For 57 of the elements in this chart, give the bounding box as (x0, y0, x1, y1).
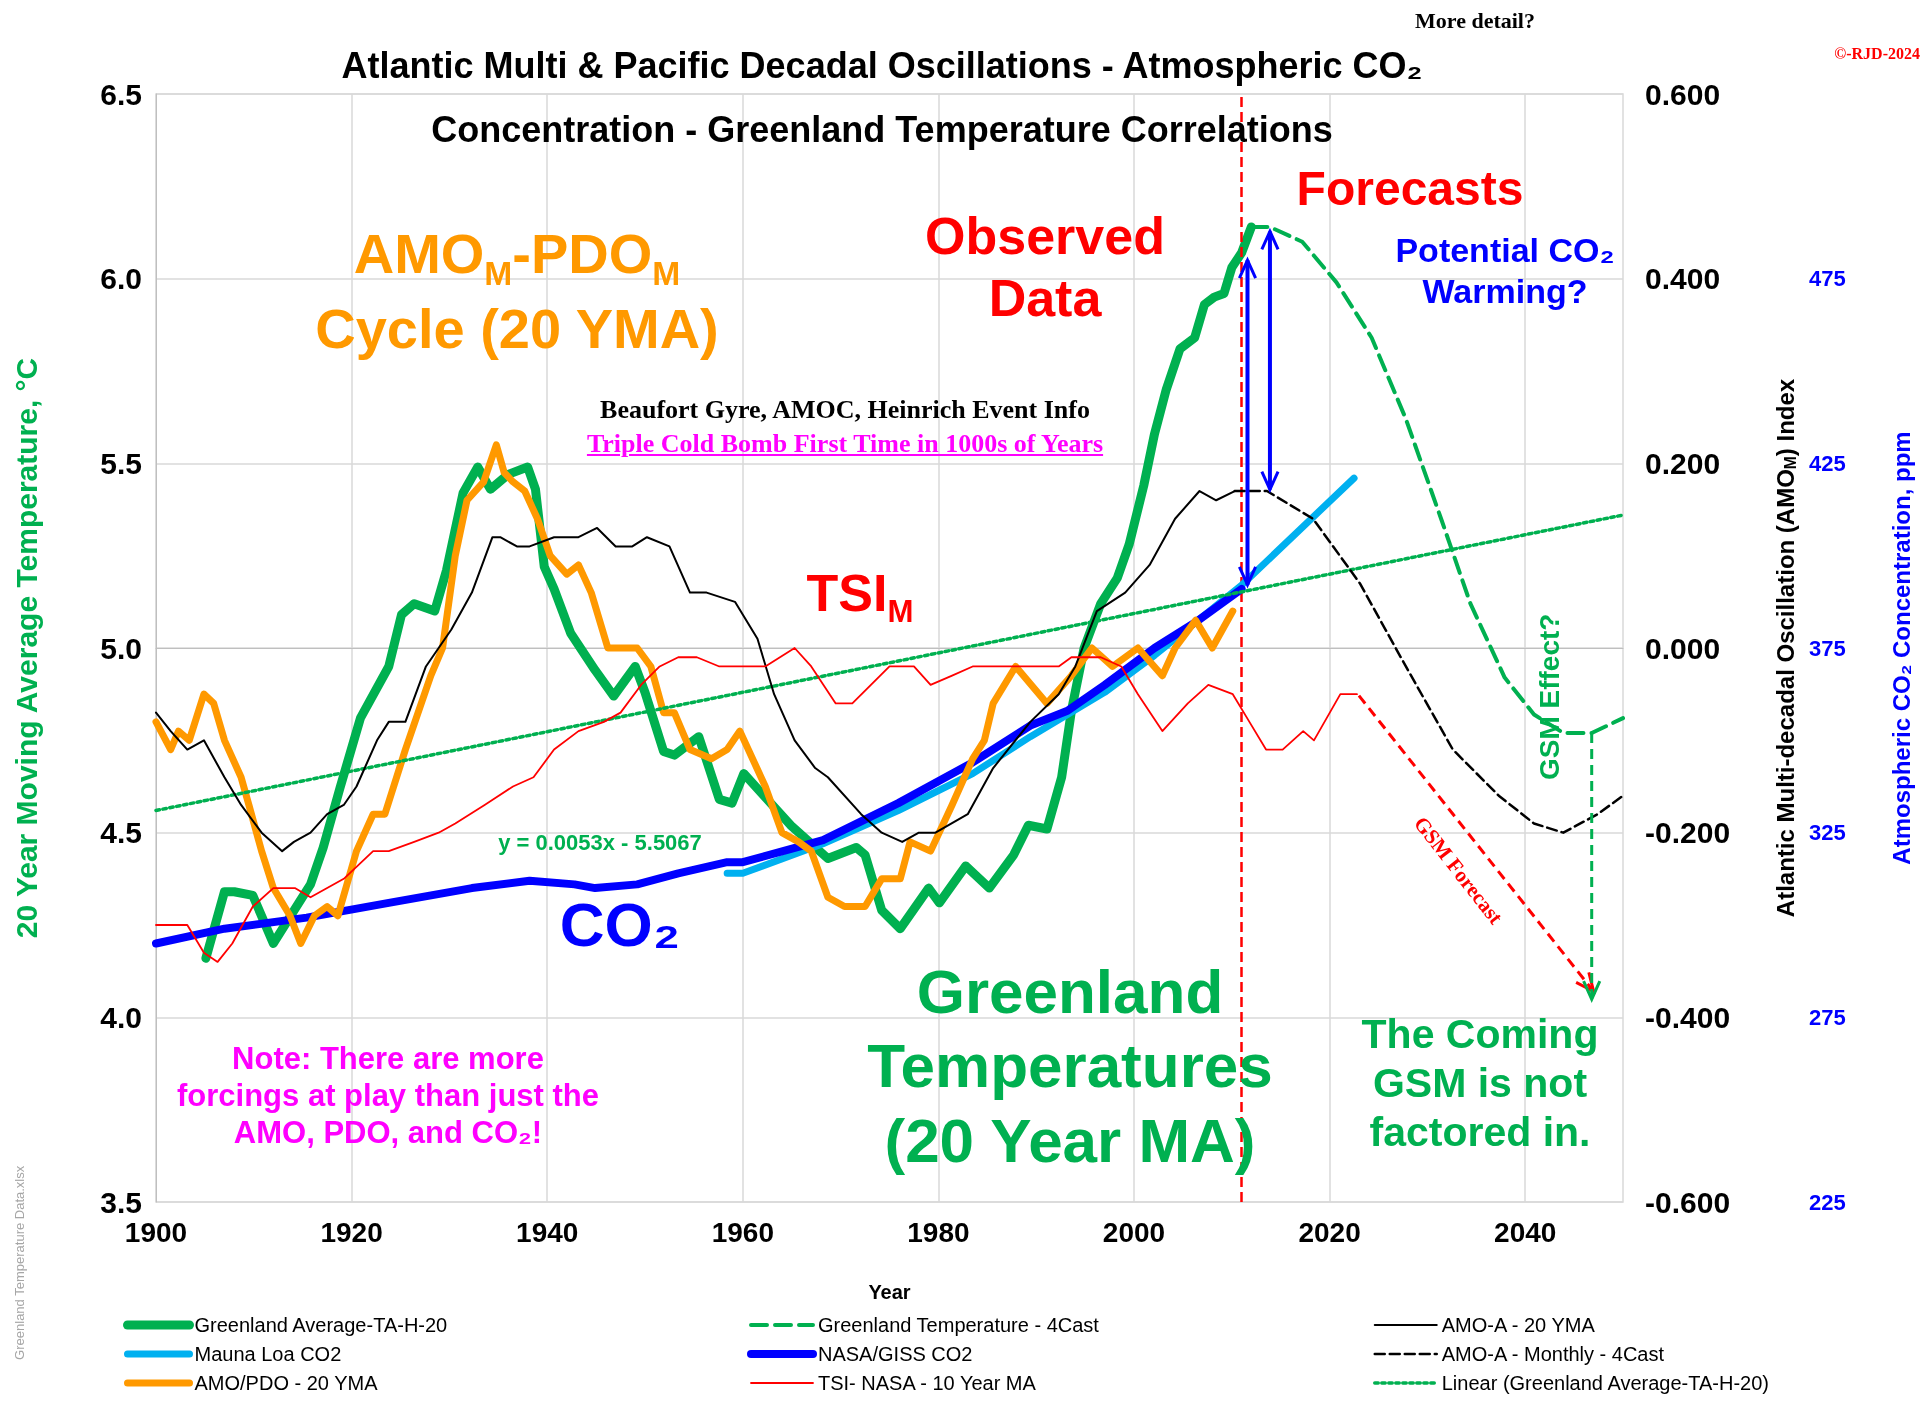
x-tick-label: 1980 (907, 1216, 970, 1248)
annotation: Greenland Temperatures (20 Year MA) (866, 956, 1274, 1177)
y-tick-label: 6.5 (100, 77, 142, 111)
y3-tick-label: 225 (1809, 1189, 1846, 1215)
y3-tick-label: 425 (1809, 450, 1846, 476)
legend-label: Greenland Average-TA-H-20 (194, 1314, 448, 1336)
y-tick-label: 5.0 (100, 631, 142, 665)
y2-tick-label: 0.200 (1645, 446, 1721, 480)
text: Greenland Temperature Data.xlsx (12, 1164, 28, 1362)
legend-label: AMO-A - 20 YMA (1441, 1314, 1596, 1336)
legend-label: NASA/GISS CO2 (818, 1343, 973, 1365)
y2-tick-label: 0.000 (1645, 631, 1721, 665)
annotation: TSI$_{M}$ (805, 563, 915, 631)
y3-tick-label: 375 (1809, 635, 1846, 661)
y2-tick-label: -0.200 (1645, 816, 1731, 850)
y2-tick-label: -0.600 (1645, 1185, 1731, 1219)
y3-tick-label: 475 (1809, 266, 1846, 292)
text: ©-RJD-2024 (1833, 44, 1920, 64)
y-axis-title: 20 Year Moving Average Temperature, °C (9, 357, 43, 939)
annotation: CO₂ (558, 889, 682, 961)
y2-axis-title: Atlantic Multi-decadal Oscillation (AMOM) Index (1772, 378, 1800, 918)
annotation: Triple Cold Bomb First Time in 1000s of Years (585, 428, 1105, 460)
annotation: AMO$_{M}$-PDO$_{M}$ Cycle (20 YMA) (314, 221, 720, 362)
x-tick-label: 2020 (1298, 1216, 1361, 1248)
annotation: Note: There are more forcings at play than just the AMO, PDO, and CO₂! (176, 1040, 600, 1152)
y-tick-label: 3.5 (100, 1185, 142, 1219)
x-tick-label: 1900 (124, 1216, 188, 1248)
y2-tick-label: -0.400 (1645, 1000, 1731, 1034)
annotation: The Coming GSM is not factored in. (1360, 1010, 1600, 1158)
y-tick-label: 4.0 (100, 1000, 142, 1034)
x-axis-title: Year (868, 1281, 911, 1303)
y-tick-label: 5.5 (100, 446, 142, 480)
legend-label: AMO-A - Monthly - 4Cast (1441, 1343, 1665, 1365)
y3-tick-label: 325 (1809, 820, 1846, 846)
x-tick-label: 1920 (320, 1216, 383, 1248)
annotation: Beaufort Gyre, AMOC, Heinrich Event Info (599, 394, 1091, 426)
annotation: Potential CO₂ Warming? (1395, 231, 1615, 310)
text: More detail? (1414, 8, 1536, 35)
y3-tick-label: 275 (1809, 1004, 1846, 1030)
x-tick-label: 2040 (1494, 1216, 1557, 1248)
annotation: y = 0.0053x - 5.5067 (497, 830, 703, 857)
y2-tick-label: 0.400 (1645, 262, 1721, 296)
legend-label: Greenland Temperature - 4Cast (818, 1314, 1100, 1336)
y-tick-label: 4.5 (100, 816, 142, 850)
legend-label: Mauna Loa CO2 (194, 1343, 342, 1365)
annotation: Observed Data (924, 206, 1166, 330)
y-tick-label: 6.0 (100, 262, 142, 296)
legend-label: AMO/PDO - 20 YMA (194, 1372, 379, 1394)
annotation: Forecasts (1295, 161, 1525, 217)
y3-axis-title: Atmospheric CO₂ Concentration, ppm (1887, 431, 1915, 865)
x-tick-label: 1960 (711, 1216, 774, 1248)
x-tick-label: 2000 (1102, 1216, 1166, 1248)
y2-tick-label: 0.600 (1645, 77, 1721, 111)
x-tick-label: 1940 (516, 1216, 579, 1248)
chart-title: Atlantic Multi & Pacific Decadal Oscillations - Atmospheric CO₂ Concentration - Greenland Temperature Correlations (340, 44, 1424, 152)
legend-label: Linear (Greenland Average-TA-H-20) (1441, 1372, 1769, 1394)
legend-label: TSI- NASA - 10 Year MA (818, 1372, 1037, 1394)
